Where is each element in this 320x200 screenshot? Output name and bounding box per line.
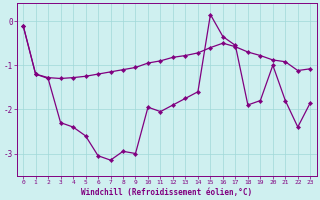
X-axis label: Windchill (Refroidissement éolien,°C): Windchill (Refroidissement éolien,°C) bbox=[81, 188, 252, 197]
